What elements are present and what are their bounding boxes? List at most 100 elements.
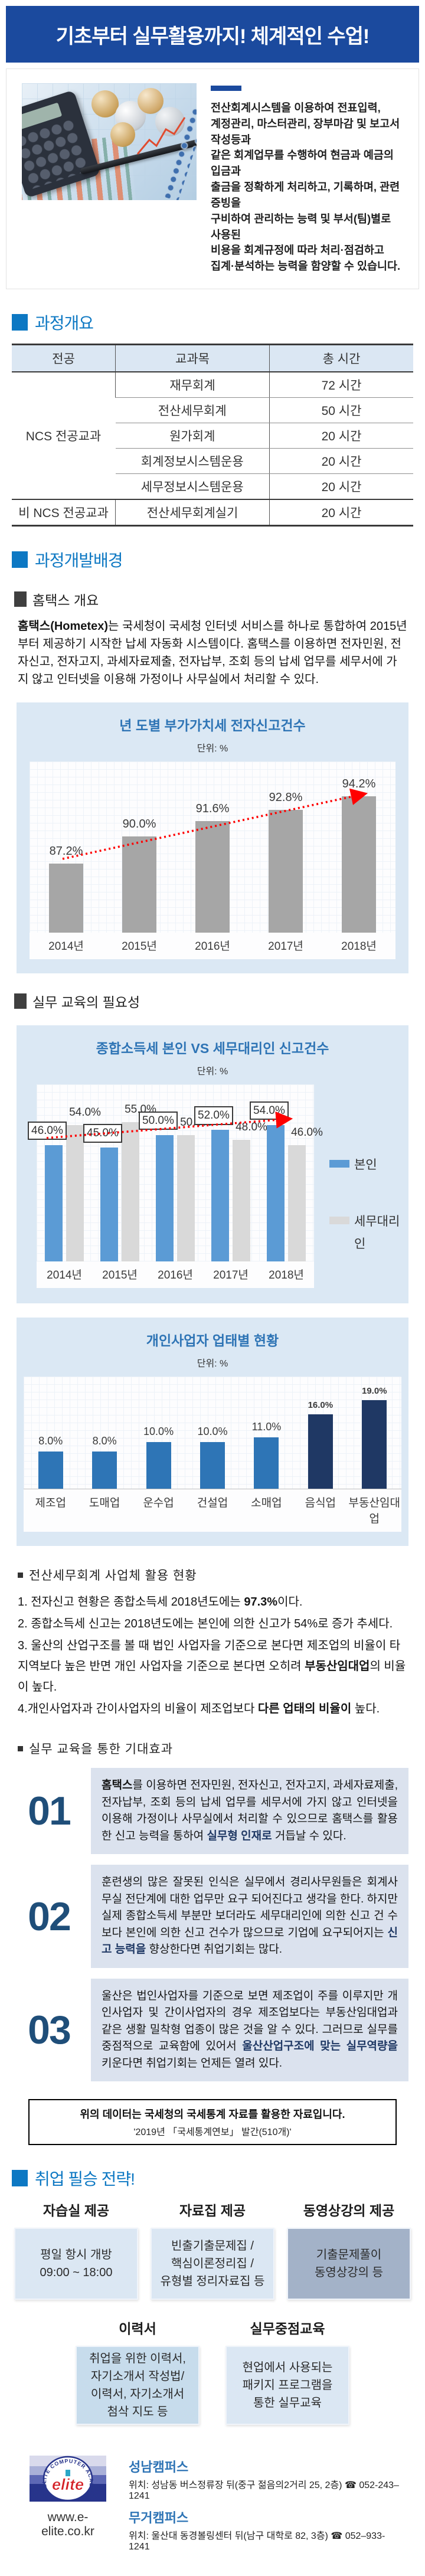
legend-label: 본인 [354,1158,377,1172]
strategy-row-2: 이력서 취업을 위한 이력서, 자기소개서 작성법/ 이력서, 자기소개서 첨삭… [14,2317,411,2425]
chart-plot-area: 8.0% 8.0% 10.0% 10.0% 11.0% 16.0% 19.0% [24,1377,401,1490]
course-table: 전공 교과목 총 시간 NCS 전공교과 재무회계 72 시간 전산세무회계 5… [12,343,413,527]
legend-swatch-self [329,1159,349,1168]
coin [155,107,185,136]
footer-brand: ELITE COMPUTER ACADEMY elite www.e-elite… [24,2451,112,2539]
agent-bar [66,1124,84,1261]
bar-value-label: 92.8% [269,790,303,804]
bar-value-label: 10.0% [197,1426,228,1438]
agent-value-label: 46.0% [291,1126,323,1139]
hometax-paragraph: 홈택스(Hometex)는 국세청이 국세청 인터넷 서비스를 하나로 통합하여… [18,617,407,688]
blue-square-icon [12,313,28,331]
strategy-card-video: 동영상강의 제공 기출문제풀이 동영상강의 등 [287,2199,411,2300]
text-segment: 부동산임대업 [305,1660,370,1673]
intro-right: 전산회계시스템을 이용하여 전표입력, 계정관리, 마스터관리, 장부마감 및 … [211,83,403,274]
card-body: 기출문제풀이 동영상강의 등 [287,2228,411,2300]
card-header: 자습실 제공 [42,2203,110,2219]
expectation-row-1: 01 홈택스를 이용하면 전자민원, 전자신고, 전자고지, 과세자료제출, 전… [17,1768,408,1855]
col-header-hours: 총 시간 [269,343,413,372]
self-bar [100,1148,118,1261]
subject-cell: 재무회계 [115,371,270,398]
chart-unit-label: 단위: % [197,1066,228,1077]
big-number: 01 [28,1789,71,1834]
x-axis-label: 2016년 [195,940,230,953]
legend-item: 세무대리인 [329,1211,400,1256]
x-axis-label: 제조업 [35,1497,66,1510]
table-row: NCS 전공교과 재무회계 72 시간 [12,371,413,443]
text-segment: 의 비율이 높다. [18,1660,406,1694]
vat-bar [342,796,376,933]
table-row-non-ncs: 비 NCS 전공교과 전산세무회계실기 20 시간 [12,498,413,527]
hours-cell: 20 시간 [269,448,413,474]
business-type-bar [200,1442,225,1489]
card-header: 자료집 제공 [179,2203,246,2219]
bullet-title: 전산세무회계 사업체 활용 현황 [29,1569,197,1583]
subheading-need: 실무 교육의 필요성 [14,991,411,1011]
business-type-bar [308,1414,333,1489]
card-header: 이력서 [119,2321,156,2337]
chart-plot-area: 87.2% 90.0% 91.6% 92.8% 94.2% [30,761,395,933]
major-group-non-ncs: 비 NCS 전공교과 [12,498,116,527]
x-axis-label: 소매업 [251,1497,282,1510]
campus-address: 위치: 울산대 동경볼링센터 뒤(남구 대학로 82, 3층) ☎ 052–93… [129,2531,385,2552]
expectation-text: 울산은 법인사업자를 기준으로 보면 제조업이 주를 이루지만 개인사업자 및 … [91,1978,408,2082]
dark-square-icon [14,591,27,607]
x-axis-label: 부동산임대업 [348,1497,400,1526]
bar-value-label: 94.2% [342,777,376,791]
big-number: 02 [28,1894,71,1939]
chart-business-types: 개인사업자 업태별 현황 단위: % 8.0% 8.0% 10.0% 10.0% 11.… [17,1318,408,1547]
subject-cell: 전산세무회계 [115,397,270,423]
note-line-1: 위의 데이터는 국세청의 국세통계 자료를 활용한 자료입니다. [80,2108,345,2121]
small-square-bullet-icon [18,1572,23,1578]
intro-paragraph: 전산회계시스템을 이용하여 전표입력, 계정관리, 마스터관리, 장부마감 및 … [211,102,401,273]
self-value-label: 46.0% [28,1121,67,1140]
list-item: 4.개인사업자과 간이사업자의 비율이 제조업보다 다른 업태의 비율이 높다. [18,1699,407,1719]
website-url[interactable]: www.e-elite.co.kr [41,2510,94,2539]
x-axis-label: 2014년 [47,1269,82,1282]
chart-unit-label: 단위: % [197,743,228,754]
list-item: 1. 전자신고 현황은 종합소득세 2018년도에는 97.3%이다. [18,1592,407,1613]
text-segment: 울산산업구조에 맞는 실무역량을 [242,2040,398,2053]
x-axis-label: 2017년 [213,1269,249,1282]
blue-square-icon [12,551,28,568]
section-title: 취업 필승 전략! [35,2170,135,2189]
self-value-label: 52.0% [194,1106,233,1125]
x-axis-label: 2018년 [341,940,377,953]
self-value-label: 45.0% [83,1124,122,1143]
x-axis-label: 운수업 [143,1497,174,1510]
card-body: 평일 항시 개방 09:00 ~ 18:00 [14,2228,138,2300]
col-header-subject: 교과목 [115,343,270,372]
note-line-2: '2019년 「국세통계연보」 발간(510개)' [133,2127,292,2138]
subject-cell: 회계정보시스템운용 [115,448,270,474]
business-type-bar [254,1437,279,1489]
list-item: 2. 종합소득세 신고는 2018년도에는 본인에 의한 신고가 54%로 증가… [18,1614,407,1634]
self-bar [156,1135,174,1261]
chart-vat-efiling: 년 도별 부가가치세 전자신고건수 단위: % 87.2% 90.0% 91.6% 9… [17,702,408,973]
small-square-bullet-icon [18,1745,23,1751]
agent-value-label: 54.0% [69,1106,101,1119]
campus-info: 성남캠퍼스 위치: 성남동 버스정류장 뒤(중구 젊음의2거리 25, 2층) … [129,2456,401,2558]
self-value-label: 54.0% [250,1101,289,1120]
bar-value-label: 87.2% [49,844,83,858]
agent-bar [177,1135,195,1261]
x-axis-label: 2015년 [102,1269,138,1282]
text-segment: 홈택스(Hometex) [18,619,108,633]
bar-value-label: 11.0% [251,1421,282,1433]
section-heading-strategy: 취업 필승 전략! [12,2166,413,2190]
legend-item: 본인 [329,1154,400,1176]
chart-unit-label: 단위: % [197,1359,228,1369]
x-axis-label: 2016년 [158,1269,193,1282]
bar-value-label: 19.0% [362,1385,387,1396]
expectation-text: 훈련생의 많은 잘못된 인식은 실무에서 경리사무원들은 회계사무실 전단계에 … [91,1865,408,1968]
strategy-card-materials: 자료집 제공 빈출기출문제집 / 핵심이론정리집 / 유형별 정리자료집 등 [151,2199,274,2300]
x-axis-label: 2015년 [122,940,157,953]
text-segment: 3. 울산의 산업구조를 볼 때 법인 사업자을 기준으로 본다면 제조업의 비… [18,1639,401,1673]
chart-plot-area: 46.0%54.0%45.0%55.0%50.0%50.0%52.0%48.0%… [28,1084,323,1261]
bullet-title: 실무 교육을 통한 기대효과 [29,1743,174,1757]
logo-brand-text: elite [52,2476,84,2493]
chart-title: 년 도별 부가가치세 전자신고건수 [119,717,306,733]
chart-x-axis: 2014년 2015년 2016년 2017년 2018년 [37,1261,314,1288]
bar-value-label: 91.6% [195,802,230,816]
card-body: 빈출기출문제집 / 핵심이론정리집 / 유형별 정리자료집 등 [151,2228,274,2300]
major-group-ncs: NCS 전공교과 [25,429,102,443]
